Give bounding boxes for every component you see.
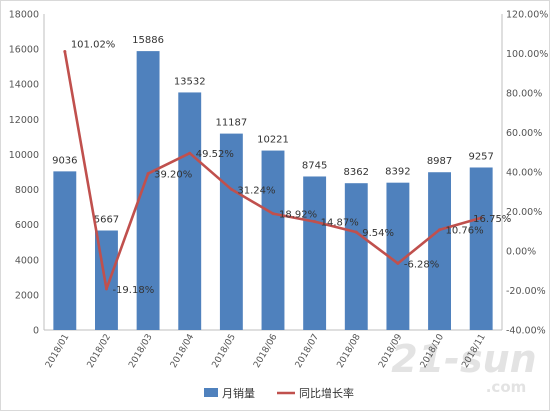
bar-value-label: 9257: [468, 151, 493, 162]
line-value-label: 14.87%: [321, 218, 359, 229]
y-left-tick-label: 4000: [15, 255, 39, 266]
y-right-tick-label: 60.00%: [506, 128, 542, 139]
y-right-tick-label: -40.00%: [506, 326, 546, 337]
y-right-tick-label: 20.00%: [506, 207, 542, 218]
bar-value-label: 9036: [52, 155, 77, 166]
line-value-label: 18.92%: [279, 210, 317, 221]
bar-value-label: 10221: [257, 135, 289, 146]
line-value-label: 39.20%: [154, 170, 192, 181]
bar: [219, 133, 243, 330]
line-point: [396, 261, 400, 265]
bar-value-label: 15886: [132, 35, 164, 46]
bar-value-label: 8362: [344, 167, 369, 178]
line-point: [229, 187, 233, 191]
bar-labels: 9036 5667 15886 13532 11187 10221 8745 8362 8392…: [52, 35, 494, 225]
line-value-label: -6.28%: [404, 259, 439, 270]
y-right-tick-label: 80.00%: [506, 89, 542, 100]
bar-value-label: 13532: [174, 76, 206, 87]
y-left-tick-label: 10000: [9, 150, 39, 161]
line-point: [63, 49, 67, 53]
line-value-label: 31.24%: [237, 185, 275, 196]
line-series: [63, 49, 483, 291]
bar: [344, 183, 368, 330]
line-point: [104, 287, 108, 291]
y-left-tick-label: 0: [33, 326, 39, 337]
y-left-tick-label: 12000: [9, 115, 39, 126]
y-right-tick-label: 120.00%: [506, 10, 548, 21]
line-point: [479, 216, 483, 220]
bar: [386, 182, 410, 330]
legend-swatch-bar: [204, 388, 218, 397]
y-left-tick-label: 6000: [15, 220, 39, 231]
line-value-label: -19.18%: [112, 285, 154, 296]
y-left-tick-label: 18000: [9, 10, 39, 21]
bar: [136, 51, 160, 330]
bar: [53, 171, 77, 330]
line-value-label: 9.54%: [362, 228, 394, 239]
bar-value-label: 5667: [94, 215, 119, 226]
line-labels: 101.02% -19.18% 39.20% 49.52% 31.24% 18.92% 14…: [71, 39, 512, 295]
bar-value-label: 8987: [427, 156, 452, 167]
bar: [178, 92, 202, 330]
y-right-tick-label: 0.00%: [506, 247, 536, 258]
line-point: [438, 228, 442, 232]
y-left-tick-label: 8000: [15, 185, 39, 196]
legend-label-bar: 月销量: [222, 386, 255, 400]
bar-value-label: 11187: [215, 118, 247, 129]
svg-text:.com: .com: [486, 378, 527, 396]
line-value-label: 10.76%: [446, 226, 484, 237]
line-point: [146, 172, 150, 176]
bar-value-label: 8392: [385, 167, 410, 178]
y-right-tick-label: 100.00%: [506, 49, 548, 60]
y-left-tick-label: 2000: [15, 290, 39, 301]
line-point: [313, 220, 317, 224]
line-value-label: 16.75%: [473, 214, 511, 225]
line-point: [271, 212, 275, 216]
y-left-tick-label: 16000: [9, 45, 39, 56]
watermark: 21-sun: [391, 337, 536, 381]
y-right-tick-label: 40.00%: [506, 168, 542, 179]
bar: [261, 150, 285, 330]
line-value-label: 101.02%: [71, 39, 116, 50]
line-point: [354, 230, 358, 234]
bar-value-label: 8745: [302, 160, 327, 171]
line-point: [188, 151, 192, 155]
bar-series: [53, 51, 493, 330]
line-value-label: 49.52%: [196, 149, 234, 160]
bar: [469, 167, 493, 330]
legend-label-line: 同比增长率: [299, 386, 354, 400]
bar: [303, 176, 327, 330]
y-left-tick-label: 14000: [9, 80, 39, 91]
y-right-tick-label: -20.00%: [506, 286, 546, 297]
bar: [428, 172, 451, 330]
legend: 月销量 同比增长率: [204, 386, 354, 400]
